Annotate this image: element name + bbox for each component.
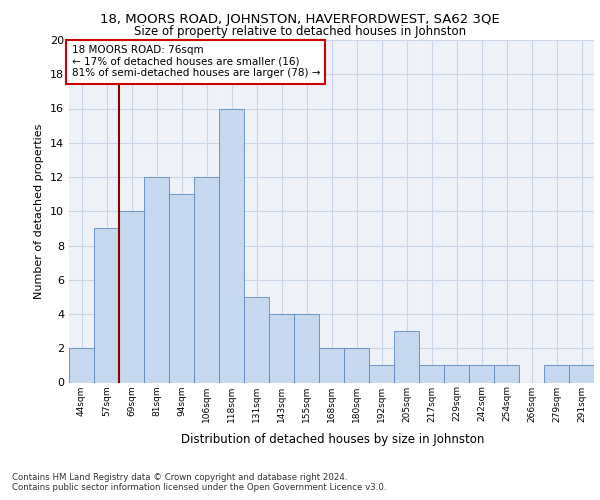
Bar — [494, 366, 519, 382]
Text: 18 MOORS ROAD: 76sqm
← 17% of detached houses are smaller (16)
81% of semi-detac: 18 MOORS ROAD: 76sqm ← 17% of detached h… — [71, 45, 320, 78]
Bar — [144, 177, 169, 382]
Bar — [344, 348, 369, 382]
Bar — [94, 228, 119, 382]
Text: 18, MOORS ROAD, JOHNSTON, HAVERFORDWEST, SA62 3QE: 18, MOORS ROAD, JOHNSTON, HAVERFORDWEST,… — [100, 12, 500, 26]
Text: Size of property relative to detached houses in Johnston: Size of property relative to detached ho… — [134, 25, 466, 38]
Bar — [269, 314, 294, 382]
Text: Contains HM Land Registry data © Crown copyright and database right 2024.
Contai: Contains HM Land Registry data © Crown c… — [12, 472, 386, 492]
Bar — [219, 108, 244, 382]
Bar — [544, 366, 569, 382]
Bar — [294, 314, 319, 382]
Bar — [169, 194, 194, 382]
Bar — [369, 366, 394, 382]
Bar — [194, 177, 219, 382]
Bar — [319, 348, 344, 382]
Bar — [419, 366, 444, 382]
Y-axis label: Number of detached properties: Number of detached properties — [34, 124, 44, 299]
Bar — [569, 366, 594, 382]
Bar — [244, 297, 269, 382]
Bar — [69, 348, 94, 382]
Bar — [444, 366, 469, 382]
Bar — [469, 366, 494, 382]
Bar — [394, 331, 419, 382]
Bar — [119, 211, 144, 382]
Text: Distribution of detached houses by size in Johnston: Distribution of detached houses by size … — [181, 432, 485, 446]
